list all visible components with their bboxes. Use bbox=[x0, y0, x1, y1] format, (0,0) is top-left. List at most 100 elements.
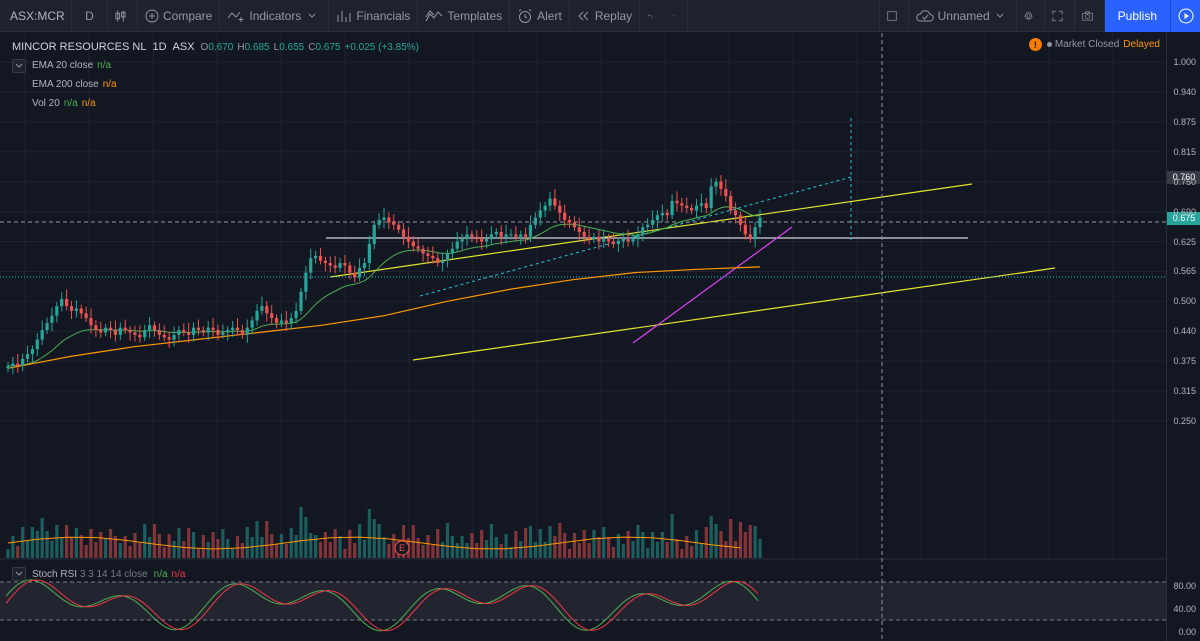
volume-bar bbox=[558, 523, 562, 558]
stoch-tick-label: 80.00 bbox=[1173, 581, 1196, 592]
volume-bar bbox=[353, 543, 357, 558]
templates-button[interactable]: Templates bbox=[418, 0, 511, 32]
volume-bar bbox=[748, 525, 752, 558]
candle-body bbox=[40, 330, 44, 340]
volume-bar bbox=[94, 542, 98, 558]
candle-body bbox=[387, 217, 391, 223]
candle-body bbox=[704, 203, 708, 209]
indicators-button[interactable]: Indicators bbox=[220, 0, 330, 32]
warning-icon: ! bbox=[1028, 38, 1042, 51]
candle-body bbox=[182, 330, 186, 333]
volume-bar bbox=[367, 509, 371, 558]
price-tick-label: 0.250 bbox=[1173, 415, 1196, 426]
volume-bar bbox=[621, 544, 625, 558]
candle-body bbox=[25, 353, 30, 359]
volume-bar bbox=[729, 519, 733, 558]
volume-bar bbox=[231, 549, 235, 558]
ema200-legend[interactable]: EMA 200 close n/a bbox=[12, 75, 423, 94]
candle-body bbox=[558, 205, 562, 213]
candle-body bbox=[69, 306, 74, 311]
redo-button[interactable] bbox=[664, 0, 689, 32]
candle-body bbox=[660, 212, 664, 216]
undo-button[interactable] bbox=[640, 0, 664, 32]
financials-label: Financials bbox=[356, 8, 411, 23]
volume-bar bbox=[382, 537, 386, 558]
candle-body bbox=[231, 327, 235, 331]
candle-body bbox=[680, 203, 684, 206]
volume-bar bbox=[743, 532, 747, 558]
candle-body bbox=[719, 181, 723, 189]
cloud-icon bbox=[915, 10, 934, 22]
fullscreen-toggle[interactable] bbox=[878, 0, 909, 32]
candle-body bbox=[572, 222, 577, 228]
replay-button[interactable]: Replay bbox=[570, 0, 641, 32]
candle-body bbox=[314, 255, 318, 259]
chart-style-button[interactable] bbox=[108, 0, 138, 32]
settings-button[interactable] bbox=[1017, 0, 1045, 32]
ema200-label: EMA 200 close bbox=[32, 79, 99, 90]
volume-bar bbox=[323, 532, 328, 558]
candle-body bbox=[582, 231, 586, 237]
volume-bar bbox=[309, 533, 313, 558]
candle-body bbox=[431, 255, 435, 259]
undo-icon bbox=[647, 13, 653, 19]
volume-bar bbox=[509, 547, 513, 558]
volume-bar bbox=[636, 525, 640, 558]
candle-body bbox=[655, 215, 660, 221]
candle-body bbox=[118, 327, 122, 335]
templates-icon bbox=[425, 9, 443, 21]
volume-bar bbox=[60, 538, 64, 558]
volume-bar bbox=[494, 537, 498, 558]
price-axis[interactable]: 0.760 0.675 1.000 0.940 0.875 0.815 0.750 0.6… bbox=[1166, 33, 1200, 641]
financials-button[interactable]: Financials bbox=[329, 0, 419, 32]
collapse-legend-button[interactable] bbox=[12, 58, 26, 73]
candle-body bbox=[265, 306, 269, 314]
snapshot-button[interactable] bbox=[1075, 0, 1105, 32]
volume-bar bbox=[665, 542, 669, 558]
candle-body bbox=[99, 330, 103, 333]
candle-body bbox=[343, 263, 347, 266]
layout-name-button[interactable]: Unnamed bbox=[909, 0, 1017, 32]
chart-canvas[interactable]: E bbox=[0, 33, 1166, 641]
volume-bar bbox=[25, 540, 30, 558]
volume-bar bbox=[99, 532, 103, 558]
candle-body bbox=[519, 234, 523, 237]
stoch-legend[interactable]: Stoch RSI 3 3 14 14 close n/a n/a bbox=[12, 567, 185, 581]
ema20-legend[interactable]: EMA 20 close n/a bbox=[12, 56, 423, 75]
publish-button[interactable]: Publish bbox=[1104, 0, 1170, 32]
candle-body bbox=[133, 332, 137, 335]
candle-body bbox=[157, 330, 161, 335]
data-feed-status: Delayed bbox=[1123, 39, 1160, 50]
interval-button[interactable]: D bbox=[72, 0, 108, 32]
volume-legend[interactable]: Vol 20 n/a n/a bbox=[12, 94, 423, 113]
collapse-stoch-button[interactable] bbox=[12, 567, 26, 581]
candle-body bbox=[255, 310, 259, 321]
volume-bar bbox=[572, 533, 577, 558]
play-button[interactable] bbox=[1170, 0, 1200, 32]
symbol-search-button[interactable]: ASX:MCR bbox=[0, 0, 72, 32]
volume-bar bbox=[299, 507, 303, 558]
volume-bar bbox=[133, 533, 137, 558]
candle-body bbox=[167, 337, 171, 340]
volume-bar bbox=[314, 535, 318, 558]
candle-body bbox=[79, 308, 83, 314]
candle-body bbox=[543, 205, 547, 211]
compare-button[interactable]: Compare bbox=[138, 0, 221, 32]
volume-bar bbox=[587, 543, 591, 558]
alert-button[interactable]: Alert bbox=[510, 0, 570, 32]
market-state: Market Closed bbox=[1054, 39, 1120, 50]
candle-body bbox=[187, 332, 191, 335]
candle-body bbox=[333, 265, 337, 268]
volume-bar bbox=[577, 543, 581, 558]
market-status[interactable]: ! Market Closed Delayed bbox=[1028, 38, 1160, 51]
volume-bar bbox=[699, 543, 704, 558]
last-price: 0.675 bbox=[1172, 212, 1196, 223]
financials-icon bbox=[337, 10, 351, 22]
ema20-value: n/a bbox=[97, 60, 112, 71]
fullscreen-button[interactable] bbox=[1045, 0, 1075, 32]
candle-body bbox=[675, 200, 679, 204]
candle-body bbox=[626, 239, 630, 242]
candle-body bbox=[607, 239, 611, 242]
volume-bar bbox=[426, 535, 430, 558]
volume-bar bbox=[343, 549, 347, 558]
